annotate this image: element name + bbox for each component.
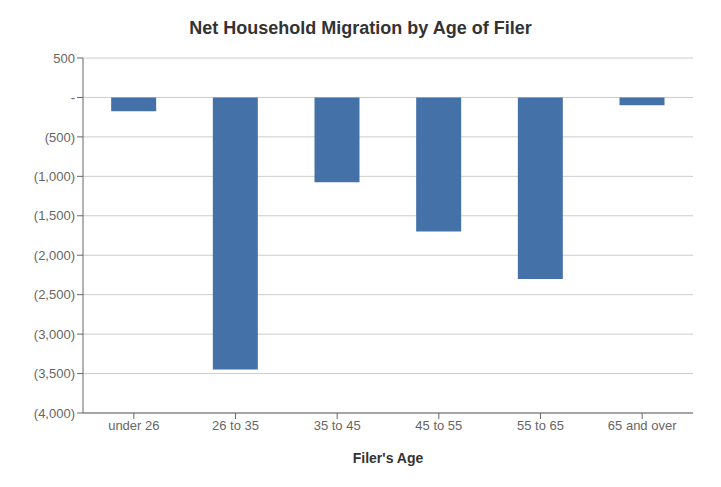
svg-text:Filer's Age: Filer's Age bbox=[353, 450, 424, 466]
svg-text:55 to 65: 55 to 65 bbox=[517, 418, 564, 433]
svg-text:500: 500 bbox=[53, 51, 75, 66]
svg-text:-: - bbox=[71, 90, 75, 105]
svg-text:35 to 45: 35 to 45 bbox=[314, 418, 361, 433]
svg-text:(3,000): (3,000) bbox=[34, 327, 75, 342]
svg-text:(2,500): (2,500) bbox=[34, 287, 75, 302]
svg-text:under 26: under 26 bbox=[108, 418, 159, 433]
svg-text:(1,500): (1,500) bbox=[34, 208, 75, 223]
svg-text:(2,000): (2,000) bbox=[34, 248, 75, 263]
svg-text:65 and over: 65 and over bbox=[608, 418, 677, 433]
svg-text:45 to 55: 45 to 55 bbox=[415, 418, 462, 433]
svg-text:26 to 35: 26 to 35 bbox=[212, 418, 259, 433]
svg-text:(500): (500) bbox=[45, 130, 75, 145]
svg-text:(1,000): (1,000) bbox=[34, 169, 75, 184]
html-text:Net Household Migration by Age: Net Household Migration by Age of Filer bbox=[189, 18, 532, 38]
svg-text:(4,000): (4,000) bbox=[34, 406, 75, 421]
svg-text:(3,500): (3,500) bbox=[34, 366, 75, 381]
